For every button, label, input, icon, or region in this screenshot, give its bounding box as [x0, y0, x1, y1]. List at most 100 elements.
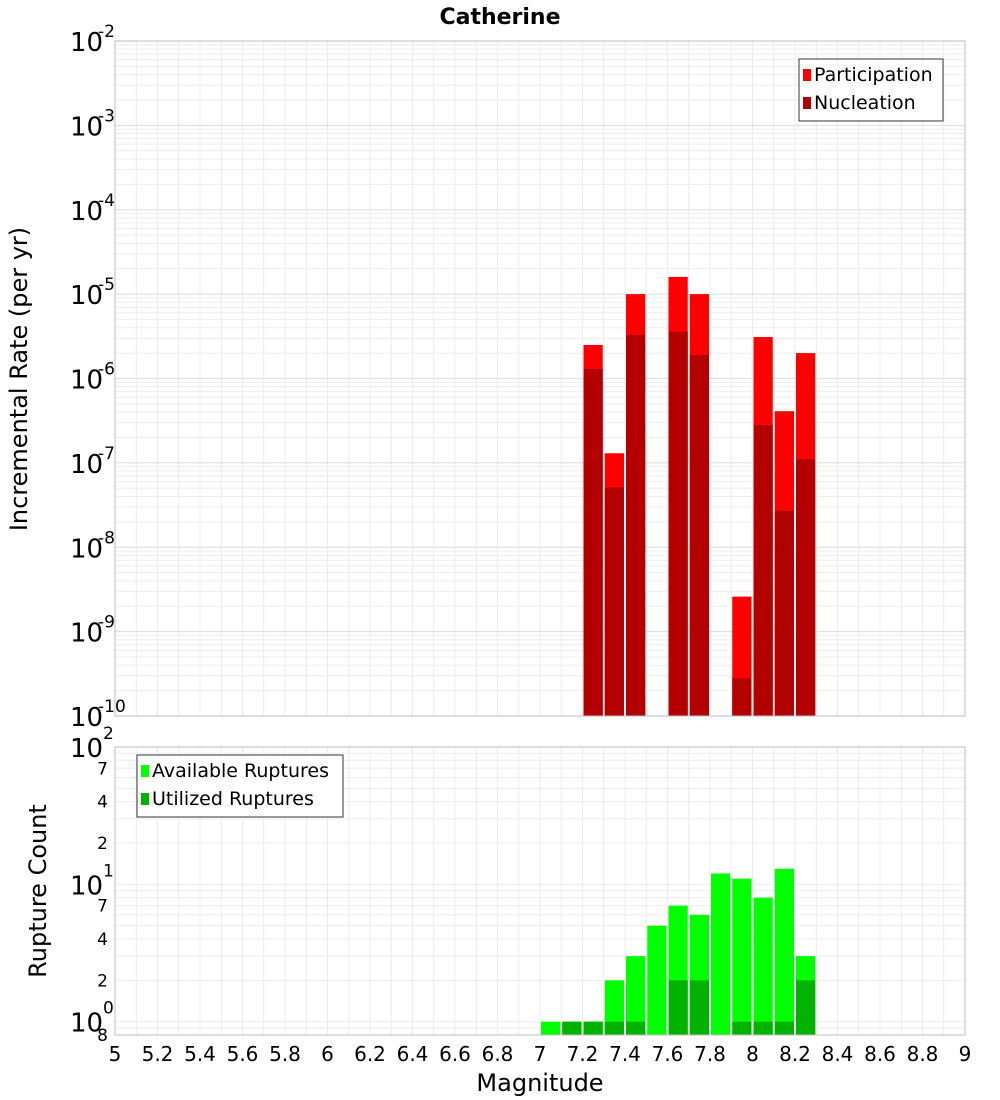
bar-available-ruptures	[711, 873, 731, 1035]
bar-available-ruptures	[541, 1021, 561, 1035]
bar-nucleation	[668, 331, 688, 716]
x-tick-label: 9	[959, 1042, 972, 1066]
y-tick-label: 10-3	[70, 106, 115, 142]
bar-nucleation	[689, 354, 709, 716]
x-axis-label: Magnitude	[476, 1069, 603, 1097]
y-tick-exponent: -5	[98, 275, 115, 295]
x-tick-label: 5.8	[269, 1042, 301, 1066]
y-tick-base: 10	[70, 619, 103, 649]
bottom-plot-frame	[114, 746, 966, 1036]
y-tick-base: 10	[70, 366, 103, 396]
y-tick-base: 10	[70, 112, 103, 142]
x-tick-label: 8.2	[779, 1042, 811, 1066]
y-tick-label: 10-9	[70, 613, 115, 649]
y-tick-label: 10-5	[70, 275, 115, 311]
y-tick-exponent: 1	[103, 861, 114, 881]
bar-available-ruptures	[647, 925, 667, 1035]
legend-swatch-utilized-ruptures	[141, 793, 149, 805]
chart-title: Catherine	[439, 5, 560, 30]
y-tick-label: 10-10	[70, 697, 126, 733]
y-tick-base: 10	[70, 281, 103, 311]
x-tick-label: 7.4	[609, 1042, 641, 1066]
y-tick-label: 8	[97, 1026, 108, 1046]
legend-label-nucleation: Nucleation	[814, 92, 916, 114]
x-tick-label: 7.2	[567, 1042, 599, 1066]
x-tick-label: 7.8	[694, 1042, 726, 1066]
bottom-legend: Available Ruptures Utilized Ruptures	[136, 754, 344, 818]
x-tick-label: 8.8	[907, 1042, 939, 1066]
bottom-bars	[541, 868, 816, 1035]
bar-utilized-ruptures	[604, 1021, 624, 1035]
bar-utilized-ruptures	[562, 1021, 582, 1035]
legend-swatch-nucleation	[803, 97, 811, 109]
x-tick-label: 5.4	[184, 1042, 216, 1066]
bar-utilized-ruptures	[583, 1021, 603, 1035]
bar-nucleation	[604, 487, 624, 716]
y-tick-base: 10	[70, 703, 103, 733]
bar-available-ruptures	[604, 980, 624, 1035]
y-tick-label: 10-7	[70, 444, 115, 480]
y-tick-label: 4	[97, 793, 108, 813]
x-tick-label: 7	[534, 1042, 547, 1066]
x-tick-label: 5.2	[142, 1042, 174, 1066]
y-tick-base: 10	[70, 1009, 103, 1039]
y-tick-exponent: 2	[103, 724, 114, 744]
y-tick-label: 10 2	[70, 724, 114, 764]
y-tick-base: 10	[70, 734, 103, 764]
bottom-y-axis-label: Rupture Count	[24, 804, 52, 978]
x-tick-label: 5	[109, 1042, 122, 1066]
y-tick-exponent: -7	[98, 444, 115, 464]
y-tick-exponent: -9	[98, 613, 115, 633]
bar-utilized-ruptures	[753, 1021, 773, 1035]
bar-utilized-ruptures	[774, 1021, 794, 1035]
bar-available-ruptures	[732, 878, 752, 1035]
bar-nucleation	[774, 510, 794, 716]
y-tick-label: 10-8	[70, 528, 115, 564]
top-plot-frame	[114, 40, 966, 717]
legend-label-available-ruptures: Available Ruptures	[152, 760, 329, 782]
legend-box	[798, 58, 944, 122]
legend-swatch-participation	[803, 69, 811, 81]
x-tick-label: 8.4	[822, 1042, 854, 1066]
y-tick-exponent: -2	[98, 22, 115, 42]
y-tick-exponent: -10	[98, 697, 126, 717]
bar-available-ruptures	[626, 956, 646, 1035]
bar-available-ruptures	[753, 897, 773, 1035]
top-grid	[114, 41, 966, 717]
bar-utilized-ruptures	[626, 1021, 646, 1035]
y-tick-label: 10 1	[70, 861, 114, 901]
bar-nucleation	[583, 368, 603, 716]
legend-swatch-available-ruptures	[141, 765, 149, 777]
legend-label-utilized-ruptures: Utilized Ruptures	[152, 788, 314, 810]
y-tick-base: 10	[70, 450, 103, 480]
y-tick-base: 10	[70, 197, 103, 227]
y-tick-exponent: -6	[98, 360, 115, 380]
x-tick-label: 6.4	[397, 1042, 429, 1066]
bar-nucleation	[626, 334, 646, 716]
y-tick-base: 10	[70, 534, 103, 564]
y-tick-label: 10-4	[70, 191, 115, 227]
x-tick-label: 7.6	[652, 1042, 684, 1066]
y-tick-base: 10	[70, 871, 103, 901]
y-tick-label: 10-6	[70, 360, 115, 396]
x-tick-label: 8.6	[864, 1042, 896, 1066]
legend-box	[136, 754, 344, 818]
y-tick-exponent: 0	[103, 999, 114, 1019]
y-tick-label: 2	[97, 971, 108, 991]
y-tick-exponent: -4	[98, 191, 115, 211]
bar-nucleation	[732, 678, 752, 716]
y-tick-base: 10	[70, 28, 103, 58]
x-tick-label: 8	[746, 1042, 759, 1066]
x-tick-label: 6	[321, 1042, 334, 1066]
bar-utilized-ruptures	[668, 980, 688, 1035]
y-tick-label: 7	[97, 897, 108, 917]
y-tick-label: 10-2	[70, 22, 115, 58]
y-tick-label: 4	[97, 930, 108, 950]
top-bars	[583, 276, 816, 716]
x-tick-label: 6.8	[482, 1042, 514, 1066]
x-tick-labels: 5 5.2 5.4 5.6 5.8 6 6.2 6.4 6.6 6.8 7 7.2 7.4 7.6 7.8 8…	[109, 1042, 972, 1066]
bar-utilized-ruptures	[732, 1021, 752, 1035]
